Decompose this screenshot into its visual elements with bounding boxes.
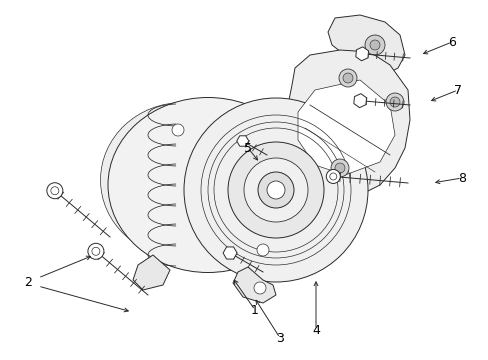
Polygon shape <box>232 267 275 303</box>
Polygon shape <box>133 255 170 290</box>
Text: 6: 6 <box>447 36 455 49</box>
Text: 7: 7 <box>453 84 461 96</box>
Text: 8: 8 <box>457 171 465 185</box>
Circle shape <box>364 35 384 55</box>
Text: 5: 5 <box>244 141 251 154</box>
Circle shape <box>369 40 379 50</box>
Circle shape <box>334 163 345 173</box>
Polygon shape <box>327 15 404 75</box>
Circle shape <box>172 124 183 136</box>
Circle shape <box>330 159 348 177</box>
Circle shape <box>342 73 352 83</box>
Circle shape <box>338 69 356 87</box>
Circle shape <box>227 142 324 238</box>
Polygon shape <box>353 94 366 108</box>
Circle shape <box>183 98 367 282</box>
Polygon shape <box>355 47 368 61</box>
Circle shape <box>244 158 307 222</box>
Polygon shape <box>285 50 409 198</box>
Circle shape <box>389 97 399 107</box>
Text: 1: 1 <box>250 303 259 316</box>
Ellipse shape <box>108 98 307 273</box>
Circle shape <box>258 172 293 208</box>
Circle shape <box>47 183 63 199</box>
Text: 2: 2 <box>24 275 32 288</box>
Circle shape <box>325 170 340 184</box>
Circle shape <box>266 181 285 199</box>
Text: 4: 4 <box>311 324 319 337</box>
Circle shape <box>385 93 403 111</box>
Ellipse shape <box>101 103 265 257</box>
Circle shape <box>257 244 268 256</box>
Circle shape <box>253 282 265 294</box>
Polygon shape <box>297 80 394 175</box>
Polygon shape <box>223 247 237 259</box>
Polygon shape <box>236 136 248 146</box>
Text: 3: 3 <box>276 332 284 345</box>
Circle shape <box>88 243 103 259</box>
